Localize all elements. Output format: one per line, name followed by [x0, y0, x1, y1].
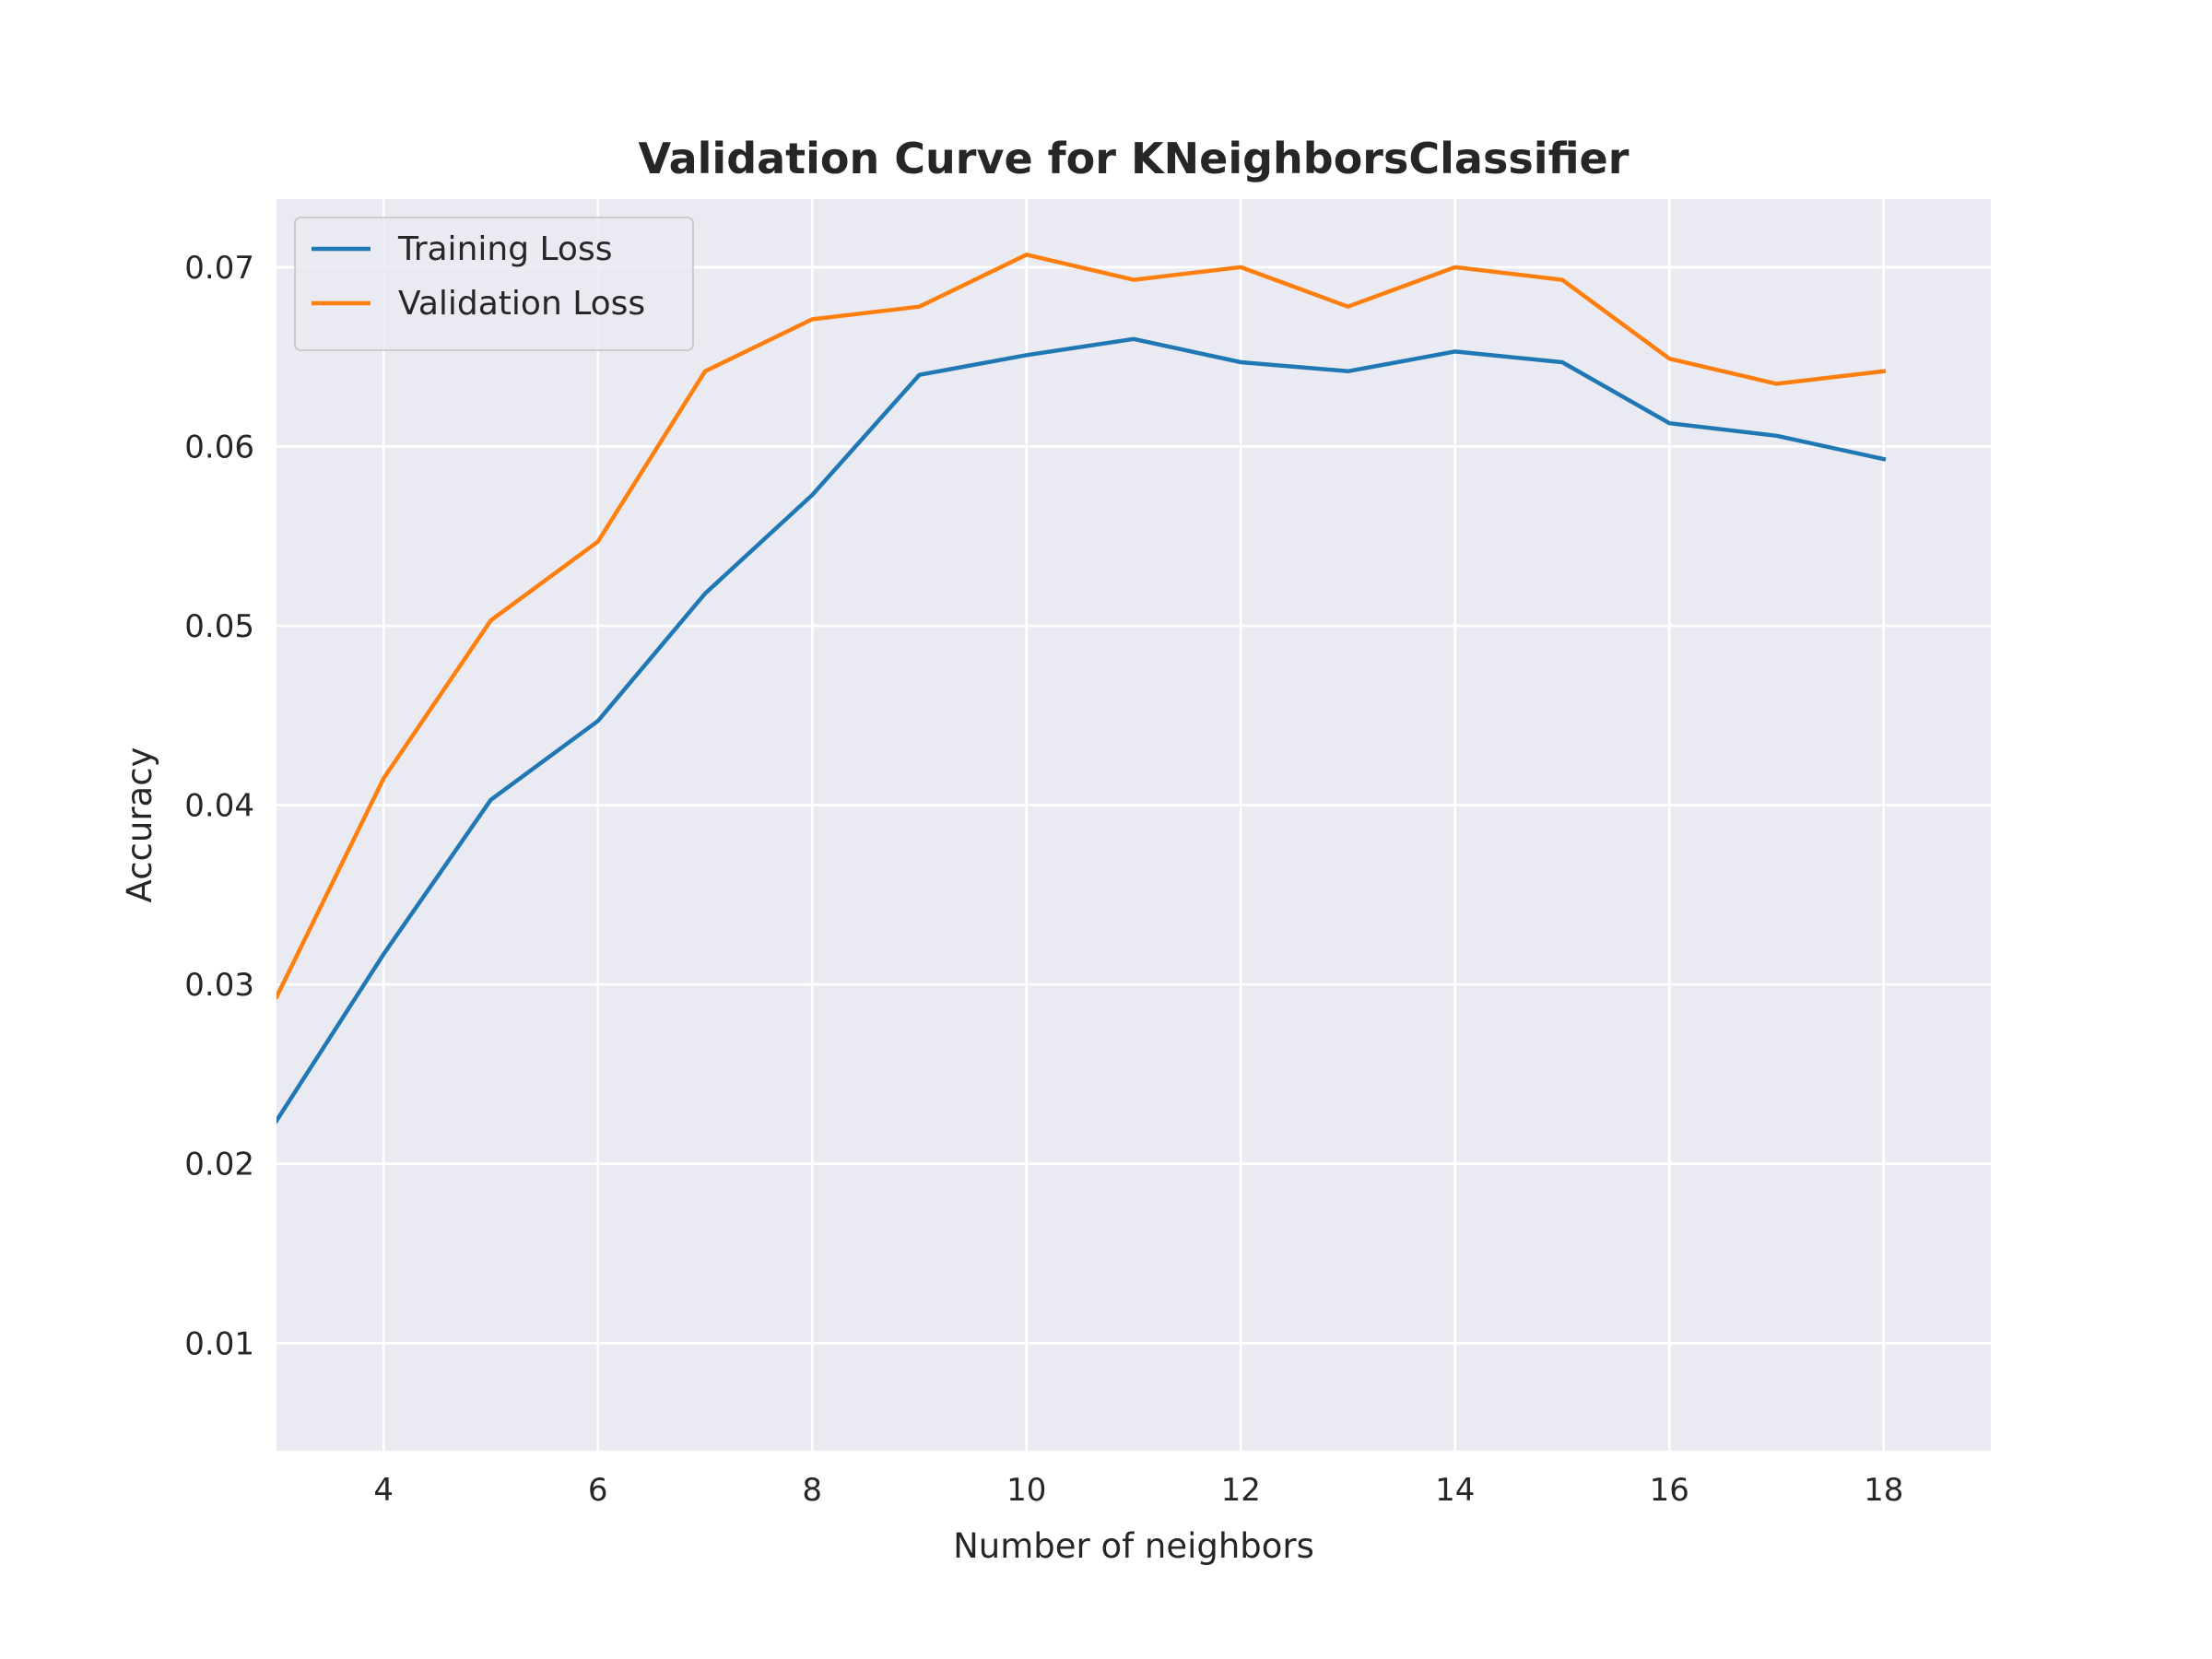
- series-line-validation-loss: [276, 253, 1887, 1000]
- y-tick-label: 0.06: [184, 429, 254, 465]
- legend-label-validation-loss: Validation Loss: [398, 285, 645, 323]
- y-tick-label: 0.03: [184, 967, 254, 1004]
- y-tick-label: 0.01: [184, 1325, 254, 1362]
- series-line-training-loss: [276, 336, 1887, 1124]
- x-axis-label: Number of neighbors: [953, 1526, 1314, 1566]
- x-tick-labels: 4 6 8 10 12 14 16 18: [373, 1472, 1903, 1509]
- legend-box: [294, 217, 694, 351]
- y-tick-label: 0.05: [184, 608, 254, 645]
- legend-label-training-loss: Training Loss: [397, 230, 612, 268]
- y-axis-label: Accuracy: [120, 747, 159, 903]
- plot-background: [276, 199, 1991, 1451]
- x-tick-label: 12: [1221, 1472, 1261, 1509]
- x-tick-label: 10: [1006, 1472, 1046, 1509]
- y-tick-label: 0.04: [184, 788, 254, 825]
- y-tick-label: 0.07: [184, 250, 254, 287]
- x-tick-label: 8: [802, 1472, 822, 1509]
- grid: [276, 199, 1991, 1451]
- legend: Training Loss Validation Loss: [294, 217, 694, 351]
- x-tick-label: 4: [373, 1472, 394, 1509]
- y-tick-labels: 0.01 0.02 0.03 0.04 0.05 0.06 0.07: [184, 250, 254, 1362]
- x-tick-label: 6: [588, 1472, 608, 1509]
- x-tick-label: 16: [1650, 1472, 1689, 1509]
- chart-title: Validation Curve for KNeighborsClassifie…: [639, 134, 1630, 183]
- series-lines: [276, 253, 1887, 1124]
- x-tick-label: 18: [1864, 1472, 1903, 1509]
- x-tick-label: 14: [1435, 1472, 1475, 1509]
- y-tick-label: 0.02: [184, 1147, 254, 1183]
